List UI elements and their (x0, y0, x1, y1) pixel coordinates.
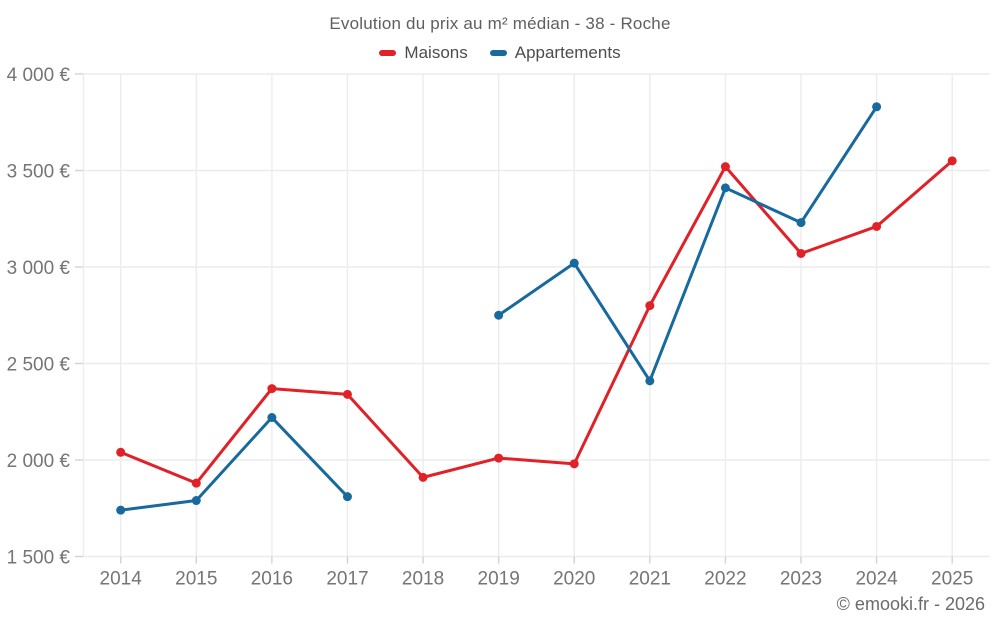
maisons-marker (947, 156, 957, 166)
x-axis-label: 2018 (402, 569, 444, 590)
y-axis-label: 1 500 € (7, 548, 71, 569)
x-axis-label: 2025 (931, 569, 973, 590)
appartements-line (497, 105, 879, 383)
x-axis-label: 2022 (704, 569, 746, 590)
x-axis-label: 2019 (478, 569, 520, 590)
maisons-marker (796, 248, 806, 258)
y-axis-label: 4 000 € (7, 65, 71, 86)
appartements-marker (494, 310, 504, 320)
x-axis-label: 2020 (553, 569, 595, 590)
legend-item-appartements[interactable]: Appartements (489, 43, 621, 63)
x-axis-label: 2023 (780, 569, 822, 590)
appartements-marker (872, 102, 882, 112)
maisons-line (119, 159, 954, 485)
appartements-marker (191, 496, 201, 506)
appartements-marker (796, 218, 806, 228)
maisons-marker (342, 389, 352, 399)
x-axis-label: 2014 (100, 569, 143, 590)
maisons-marker (267, 384, 277, 394)
chart-legend: Maisons Appartements (0, 43, 1000, 63)
maisons-marker (418, 472, 428, 482)
maisons-marker (116, 447, 126, 457)
appartements-line (119, 416, 349, 512)
maisons-marker (720, 162, 730, 172)
chart-title: Evolution du prix au m² médian - 38 - Ro… (329, 14, 671, 33)
maisons-marker (191, 478, 201, 488)
legend-label-appartements: Appartements (514, 43, 621, 62)
maisons-color-swatch (379, 50, 397, 56)
appartements-marker (720, 183, 730, 193)
appartements-marker (645, 376, 655, 386)
appartements-color-swatch (489, 50, 507, 56)
x-axis-label: 2024 (855, 569, 898, 590)
x-axis-label: 2016 (251, 569, 293, 590)
x-axis-label: 2021 (629, 569, 671, 590)
maisons-marker (872, 221, 882, 231)
copyright-notice: © emooki.fr - 2026 (836, 594, 985, 614)
appartements-marker (569, 258, 579, 268)
legend-item-maisons[interactable]: Maisons (379, 43, 468, 63)
y-axis-label: 2 500 € (7, 355, 71, 376)
y-axis-label: 3 500 € (7, 162, 71, 183)
appartements-marker (342, 492, 352, 502)
maisons-marker (569, 459, 579, 469)
x-axis-label: 2017 (326, 569, 368, 590)
x-axis-label: 2015 (175, 569, 217, 590)
y-axis-label: 2 000 € (7, 451, 71, 472)
appartements-marker (116, 505, 126, 515)
maisons-marker (494, 453, 504, 463)
maisons-marker (645, 301, 655, 311)
y-axis-label: 3 000 € (7, 258, 71, 279)
appartements-marker (267, 413, 277, 423)
legend-label-maisons: Maisons (404, 43, 468, 62)
